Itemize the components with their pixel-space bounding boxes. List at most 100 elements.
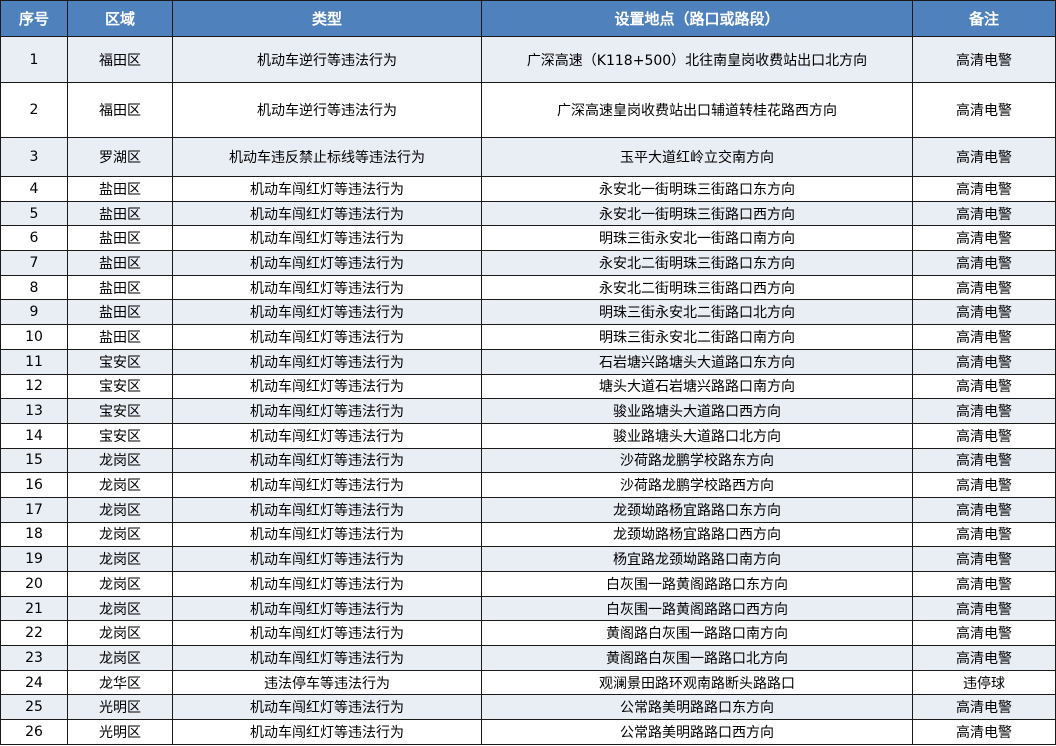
cell-district: 盐田区 bbox=[67, 176, 173, 202]
cell-district: 罗湖区 bbox=[67, 137, 173, 177]
cell-type: 机动车闯红灯等违法行为 bbox=[172, 595, 482, 622]
cell-note: 高清电警 bbox=[912, 299, 1056, 326]
cell-note: 高清电警 bbox=[912, 200, 1056, 227]
cell-type: 机动车闯红灯等违法行为 bbox=[172, 250, 482, 276]
cell-location: 明珠三街永安北二街路口北方向 bbox=[481, 299, 913, 326]
cell-index: 2 bbox=[0, 82, 68, 138]
table-row: 1 福田区 机动车逆行等违法行为 广深高速（K118+500）北往南皇岗收费站出口北方… bbox=[0, 36, 1056, 83]
table-row: 21 龙岗区 机动车闯红灯等违法行为 白灰围一路黄阁路路口西方向 高清电警 bbox=[0, 595, 1056, 622]
cell-note: 高清电警 bbox=[912, 348, 1056, 375]
cell-type: 机动车闯红灯等违法行为 bbox=[172, 472, 482, 498]
cell-note: 高清电警 bbox=[912, 447, 1056, 474]
cell-type: 机动车逆行等违法行为 bbox=[172, 82, 482, 138]
cell-type: 机动车闯红灯等违法行为 bbox=[172, 176, 482, 202]
table-row: 11 宝安区 机动车闯红灯等违法行为 石岩塘兴路塘头大道路口东方向 高清电警 bbox=[0, 348, 1056, 375]
cell-location: 观澜景田路环观南路断头路路口 bbox=[481, 669, 913, 696]
cell-type: 机动车闯红灯等违法行为 bbox=[172, 373, 482, 400]
cell-location: 黄阁路白灰围一路路口北方向 bbox=[481, 645, 913, 671]
cell-location: 永安北一街明珠三街路口西方向 bbox=[481, 200, 913, 227]
cell-index: 17 bbox=[0, 496, 68, 523]
cell-type: 机动车闯红灯等违法行为 bbox=[172, 546, 482, 572]
cell-district: 福田区 bbox=[67, 82, 173, 138]
cell-note: 高清电警 bbox=[912, 546, 1056, 572]
cell-note: 高清电警 bbox=[912, 36, 1056, 83]
cell-district: 龙岗区 bbox=[67, 496, 173, 523]
cell-note: 高清电警 bbox=[912, 398, 1056, 424]
cell-index: 1 bbox=[0, 36, 68, 83]
cell-type: 机动车闯红灯等违法行为 bbox=[172, 719, 482, 745]
cell-district: 龙岗区 bbox=[67, 571, 173, 597]
cell-location: 永安北二街明珠三街路口东方向 bbox=[481, 250, 913, 276]
table-row: 26 光明区 机动车闯红灯等违法行为 公常路美明路路口西方向 高清电警 bbox=[0, 719, 1056, 745]
cell-district: 龙岗区 bbox=[67, 595, 173, 622]
cell-district: 龙岗区 bbox=[67, 645, 173, 671]
cell-index: 13 bbox=[0, 398, 68, 424]
cell-type: 机动车违反禁止标线等违法行为 bbox=[172, 137, 482, 177]
cell-location: 公常路美明路路口西方向 bbox=[481, 719, 913, 745]
cell-location: 杨宜路龙颈坳路路口南方向 bbox=[481, 546, 913, 572]
cell-location: 龙颈坳路杨宜路路口东方向 bbox=[481, 496, 913, 523]
cell-district: 龙岗区 bbox=[67, 472, 173, 498]
cell-district: 光明区 bbox=[67, 719, 173, 745]
table-row: 14 宝安区 机动车闯红灯等违法行为 骏业路塘头大道路口北方向 高清电警 bbox=[0, 422, 1056, 449]
cell-index: 18 bbox=[0, 521, 68, 548]
table-row: 4 盐田区 机动车闯红灯等违法行为 永安北一街明珠三街路口东方向 高清电警 bbox=[0, 176, 1056, 202]
cell-index: 19 bbox=[0, 546, 68, 572]
cell-location: 广深高速（K118+500）北往南皇岗收费站出口北方向 bbox=[481, 36, 913, 83]
cell-note: 违停球 bbox=[912, 669, 1056, 696]
cell-index: 8 bbox=[0, 274, 68, 301]
cell-index: 12 bbox=[0, 373, 68, 400]
cell-index: 9 bbox=[0, 299, 68, 326]
cell-note: 高清电警 bbox=[912, 274, 1056, 301]
table-row: 13 宝安区 机动车闯红灯等违法行为 骏业路塘头大道路口西方向 高清电警 bbox=[0, 398, 1056, 424]
table-row: 10 盐田区 机动车闯红灯等违法行为 明珠三街永安北二街路口南方向 高清电警 bbox=[0, 324, 1056, 350]
table-row: 25 光明区 机动车闯红灯等违法行为 公常路美明路路口东方向 高清电警 bbox=[0, 694, 1056, 721]
cell-district: 龙岗区 bbox=[67, 546, 173, 572]
cell-location: 永安北二街明珠三街路口西方向 bbox=[481, 274, 913, 301]
cell-location: 骏业路塘头大道路口北方向 bbox=[481, 422, 913, 449]
cell-type: 机动车闯红灯等违法行为 bbox=[172, 447, 482, 474]
cell-note: 高清电警 bbox=[912, 719, 1056, 745]
cell-type: 机动车闯红灯等违法行为 bbox=[172, 422, 482, 449]
table-row: 3 罗湖区 机动车违反禁止标线等违法行为 玉平大道红岭立交南方向 高清电警 bbox=[0, 137, 1056, 177]
cell-note: 高清电警 bbox=[912, 324, 1056, 350]
cell-location: 玉平大道红岭立交南方向 bbox=[481, 137, 913, 177]
cell-note: 高清电警 bbox=[912, 694, 1056, 721]
cell-note: 高清电警 bbox=[912, 176, 1056, 202]
cell-district: 宝安区 bbox=[67, 348, 173, 375]
cell-district: 宝安区 bbox=[67, 398, 173, 424]
cell-district: 盐田区 bbox=[67, 274, 173, 301]
table-row: 12 宝安区 机动车闯红灯等违法行为 塘头大道石岩塘兴路路口南方向 高清电警 bbox=[0, 373, 1056, 400]
cell-note: 高清电警 bbox=[912, 82, 1056, 138]
cell-location: 白灰围一路黄阁路路口西方向 bbox=[481, 595, 913, 622]
header-row: 序号 区域 类型 设置地点（路口或路段） 备注 bbox=[0, 0, 1056, 37]
cell-index: 4 bbox=[0, 176, 68, 202]
cell-index: 11 bbox=[0, 348, 68, 375]
table-row: 20 龙岗区 机动车闯红灯等违法行为 白灰围一路黄阁路路口东方向 高清电警 bbox=[0, 571, 1056, 597]
cell-type: 机动车闯红灯等违法行为 bbox=[172, 299, 482, 326]
table-row: 7 盐田区 机动车闯红灯等违法行为 永安北二街明珠三街路口东方向 高清电警 bbox=[0, 250, 1056, 276]
cell-type: 机动车闯红灯等违法行为 bbox=[172, 620, 482, 647]
cell-index: 3 bbox=[0, 137, 68, 177]
cell-type: 机动车闯红灯等违法行为 bbox=[172, 348, 482, 375]
cell-district: 宝安区 bbox=[67, 422, 173, 449]
table-row: 6 盐田区 机动车闯红灯等违法行为 明珠三街永安北一街路口南方向 高清电警 bbox=[0, 225, 1056, 252]
cell-type: 机动车闯红灯等违法行为 bbox=[172, 521, 482, 548]
cell-index: 23 bbox=[0, 645, 68, 671]
cell-location: 龙颈坳路杨宜路路口西方向 bbox=[481, 521, 913, 548]
table-row: 5 盐田区 机动车闯红灯等违法行为 永安北一街明珠三街路口西方向 高清电警 bbox=[0, 200, 1056, 227]
table-row: 2 福田区 机动车逆行等违法行为 广深高速皇岗收费站出口辅道转桂花路西方向 高清电警 bbox=[0, 82, 1056, 138]
cell-type: 机动车闯红灯等违法行为 bbox=[172, 200, 482, 227]
cell-note: 高清电警 bbox=[912, 373, 1056, 400]
table-row: 23 龙岗区 机动车闯红灯等违法行为 黄阁路白灰围一路路口北方向 高清电警 bbox=[0, 645, 1056, 671]
cell-location: 黄阁路白灰围一路路口南方向 bbox=[481, 620, 913, 647]
table-row: 17 龙岗区 机动车闯红灯等违法行为 龙颈坳路杨宜路路口东方向 高清电警 bbox=[0, 496, 1056, 523]
cell-note: 高清电警 bbox=[912, 521, 1056, 548]
table-row: 15 龙岗区 机动车闯红灯等违法行为 沙荷路龙鹏学校路东方向 高清电警 bbox=[0, 447, 1056, 474]
table-row: 9 盐田区 机动车闯红灯等违法行为 明珠三街永安北二街路口北方向 高清电警 bbox=[0, 299, 1056, 326]
cell-district: 龙岗区 bbox=[67, 521, 173, 548]
header-note: 备注 bbox=[912, 0, 1056, 37]
cell-district: 龙华区 bbox=[67, 669, 173, 696]
cell-index: 14 bbox=[0, 422, 68, 449]
